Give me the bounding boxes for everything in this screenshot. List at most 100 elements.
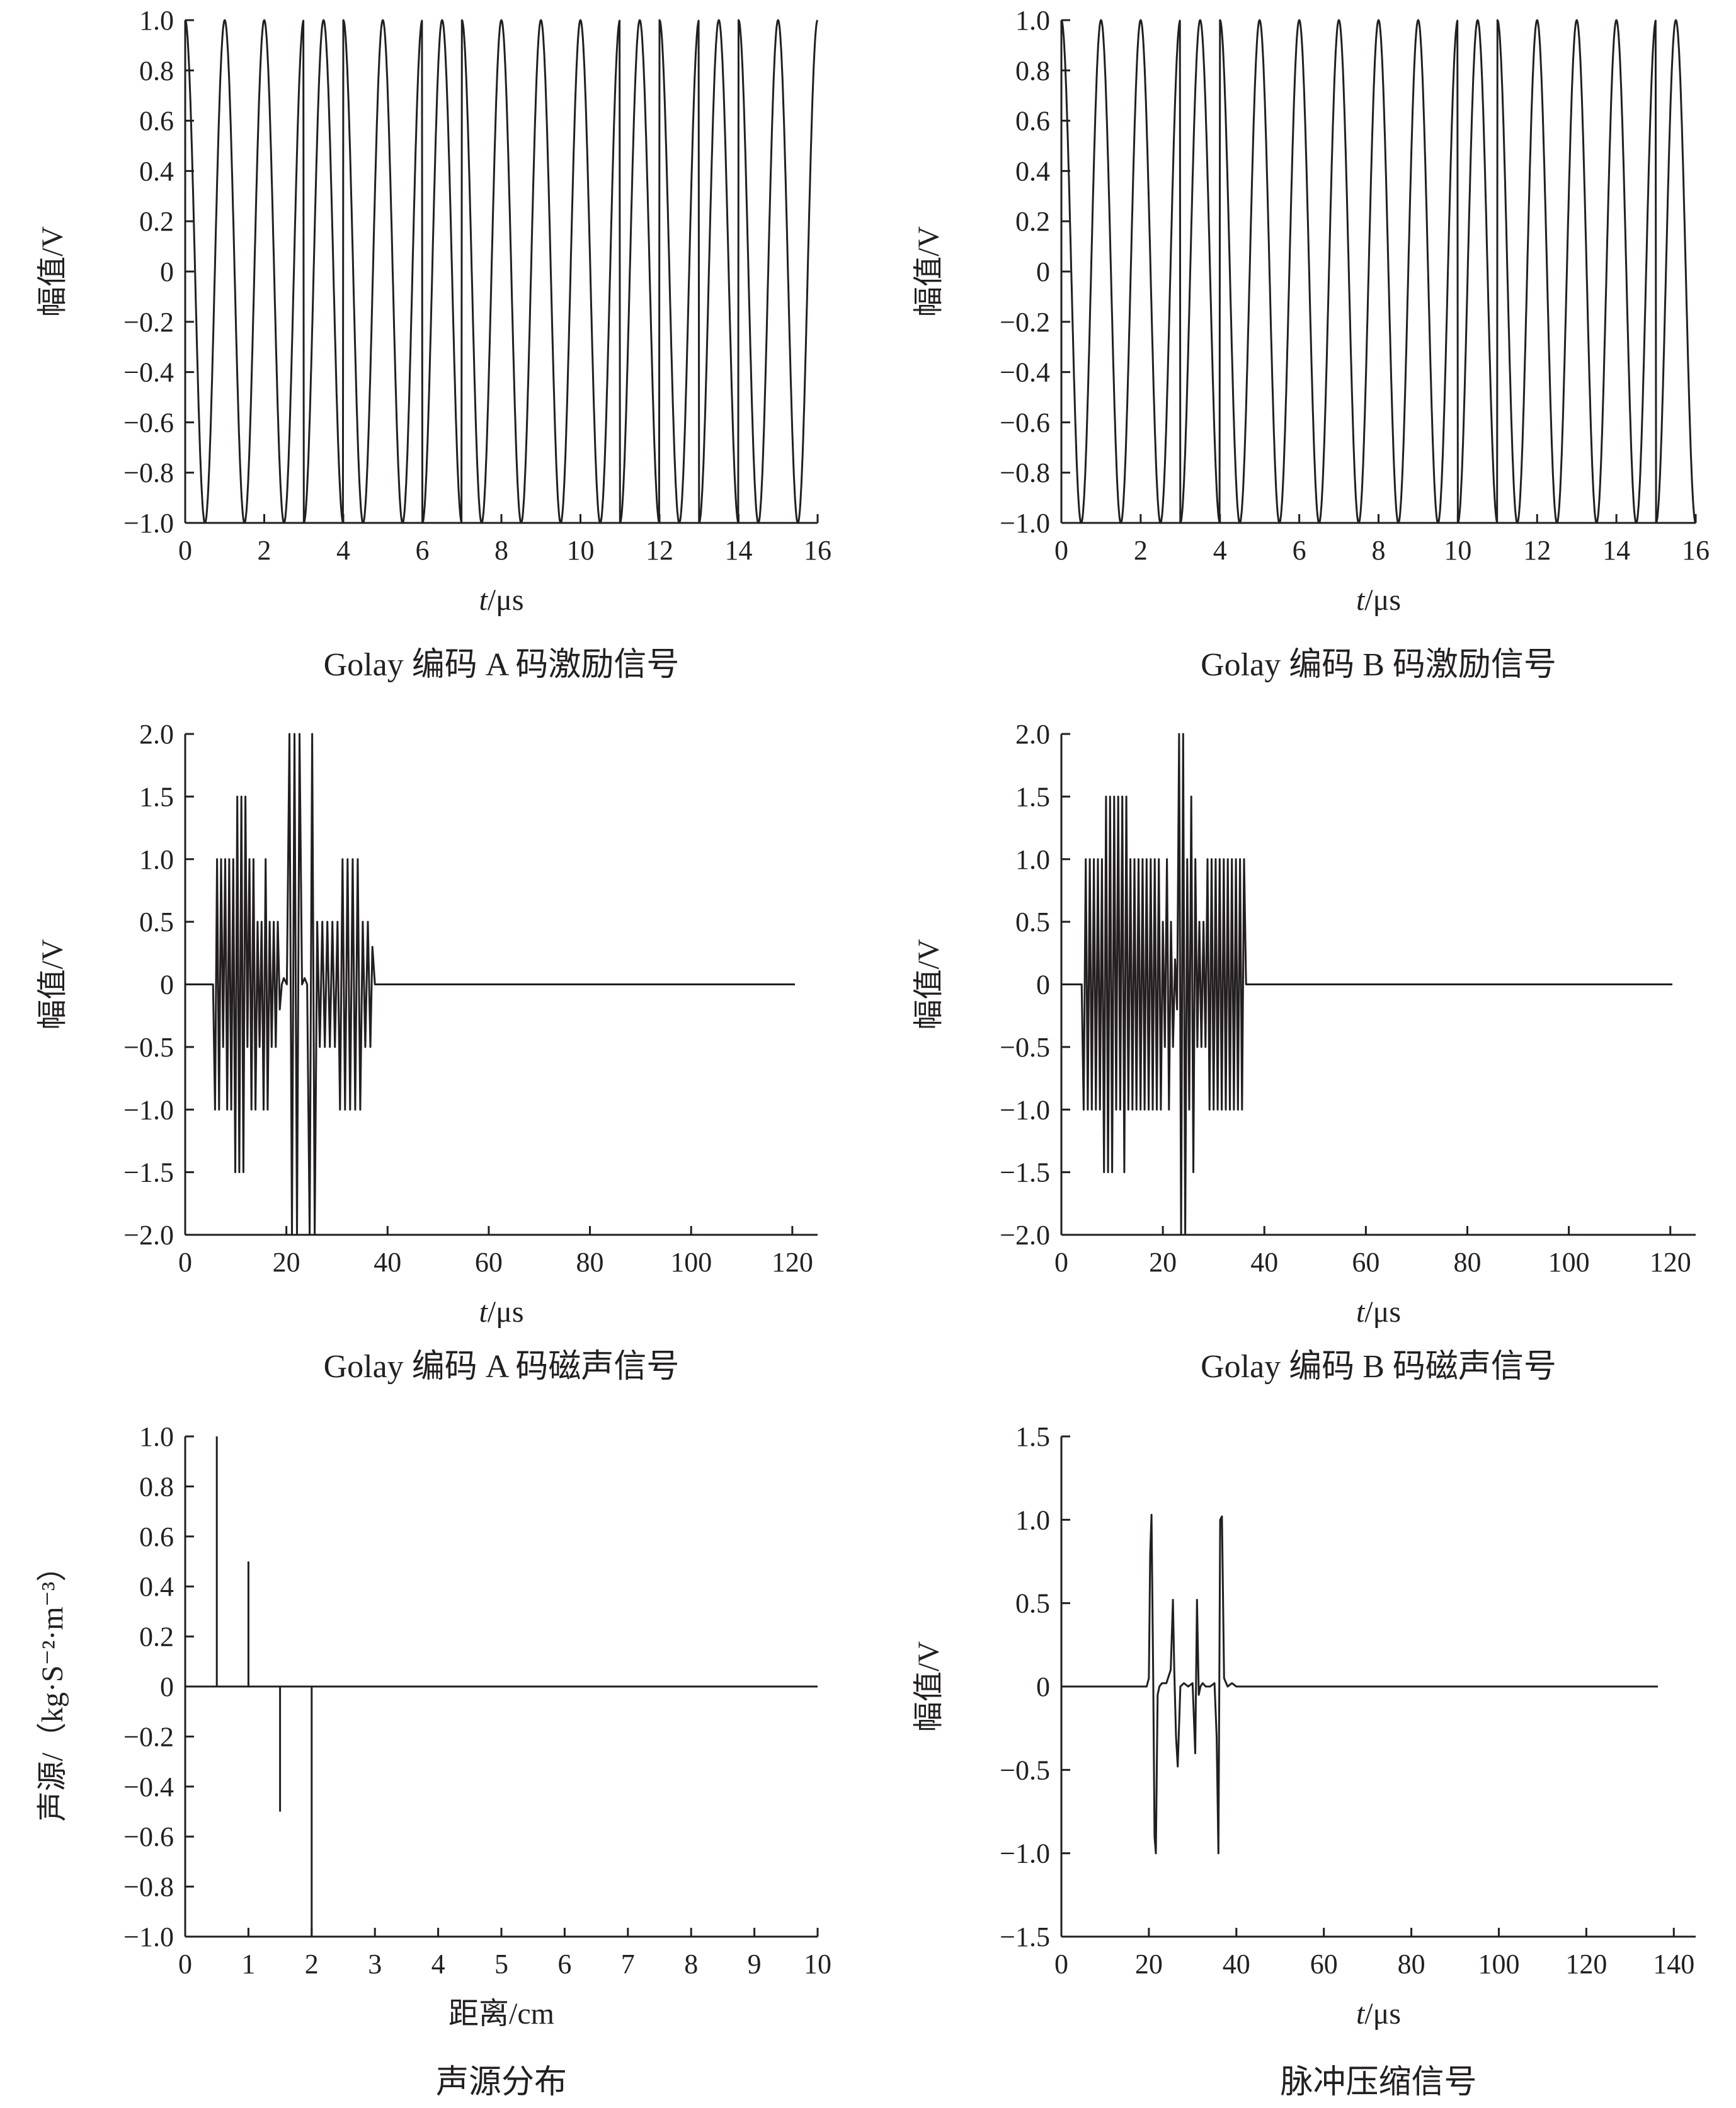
chart-golay-b-mag-acoustic: 2.01.51.00.50−0.5−1.0−1.5−2.00 20 40 60 80 10… [912,719,1696,1385]
x-axis-label-unit: /μs [1364,1997,1401,2031]
series-line [1061,1513,1658,1855]
y-tick-label: −0.8 [123,1872,174,1903]
x-tick-label: 60 [1352,1247,1379,1278]
x-tick-label: 10 [1444,535,1471,566]
y-tick-label: 0 [1036,970,1050,1000]
y-tick-label: 1.0 [1015,5,1050,36]
x-axis-label: t/μs [479,583,523,617]
y-tick-label: 0 [160,256,174,287]
x-axis-label-variable: t [479,1295,488,1329]
chart-caption: Golay 编码 B 码激励信号 [1201,647,1556,683]
y-axis-label: 声源/（kg·S⁻²·m⁻³） [36,1552,69,1822]
y-tick-label: −1.0 [1000,1838,1050,1869]
x-tick-label: 100 [670,1247,712,1278]
x-axis-label-variable: t [1356,1997,1366,2031]
y-tick-label: 1.5 [1015,1421,1050,1452]
x-tick-label: 4 [336,535,350,566]
x-tick-label: 9 [748,1949,762,1979]
y-tick-label: −2.0 [123,1220,174,1251]
x-tick-label: 80 [1398,1949,1425,1979]
x-axis-label-unit: /μs [488,583,524,617]
x-tick-label: 120 [772,1247,813,1278]
x-tick-label: 4 [431,1949,445,1979]
x-tick-label: 0 [178,1949,192,1979]
x-tick-label: 20 [1149,1247,1177,1278]
y-tick-label: 0.6 [1015,106,1050,137]
x-tick-label: 0 [178,1247,192,1278]
y-tick-label: 0.8 [1015,55,1050,86]
y-tick-label: −0.2 [123,307,174,338]
x-tick-label: 60 [1310,1949,1338,1979]
x-axis-label-unit: /μs [488,1295,524,1329]
x-axis-label-unit: /μs [1364,1295,1401,1329]
y-tick-label: −0.8 [1000,457,1050,488]
y-tick-label: −1.0 [123,1922,174,1952]
y-tick-label: 0.4 [139,156,174,186]
series-line [185,733,795,1236]
y-tick-label: 0 [160,1671,174,1702]
y-tick-label: 0.6 [139,106,174,137]
x-tick-label: 80 [576,1247,604,1278]
y-axis-label: 幅值/V [36,226,69,317]
x-tick-label: 0 [1054,535,1068,566]
y-tick-label: 1.0 [139,1421,174,1452]
y-tick-label: 0.4 [139,1571,174,1602]
chart-caption: Golay 编码 A 码磁声信号 [324,1349,680,1385]
x-tick-label: 8 [1372,535,1386,566]
y-tick-label: −0.5 [1000,1755,1050,1785]
chart-caption: Golay 编码 A 码激励信号 [324,647,680,683]
y-tick-label: 0 [1036,1671,1050,1702]
y-tick-label: −1.0 [123,508,174,539]
x-axis-label: t/μs [1356,1997,1401,2031]
chart-sound-source-distribution: 1.00.80.60.40.20−0.2−0.4−0.6−0.8−1.00 1 2 3… [36,1421,831,2100]
y-tick-label: 0.8 [139,55,174,86]
y-tick-label: 1.5 [139,781,174,812]
y-axis-label: 幅值/V [912,939,945,1029]
y-tick-label: −1.0 [123,1094,174,1125]
chart-caption: 脉冲压缩信号 [1280,2065,1476,2100]
y-axis-label: 幅值/V [912,226,945,317]
series-line [1060,19,1697,524]
y-tick-label: −0.6 [123,1821,174,1852]
x-tick-label: 3 [368,1949,382,1979]
x-tick-label: 1 [241,1949,255,1979]
y-tick-label: 0.8 [139,1471,174,1502]
x-axis-label-unit: /μs [1364,583,1401,617]
x-tick-label: 16 [804,535,831,566]
y-tick-label: −0.5 [1000,1032,1050,1063]
x-tick-label: 5 [494,1949,508,1979]
x-axis-label: t/μs [1356,583,1401,617]
x-tick-label: 6 [557,1949,571,1979]
x-tick-label: 80 [1453,1247,1481,1278]
y-tick-label: −0.6 [123,407,174,438]
chart-caption: Golay 编码 B 码磁声信号 [1201,1349,1556,1385]
x-tick-label: 6 [416,535,430,566]
x-tick-label: 120 [1650,1247,1691,1278]
x-tick-label: 10 [567,535,595,566]
x-tick-label: 8 [494,535,508,566]
x-tick-label: 14 [1602,535,1630,566]
x-tick-label: 60 [475,1247,503,1278]
x-tick-label: 2 [305,1949,319,1979]
y-tick-label: 0.4 [1015,156,1050,186]
y-tick-label: 1.0 [139,5,174,36]
y-axis-label: 幅值/V [36,939,69,1029]
y-tick-label: 1.0 [139,844,174,875]
y-tick-label: 2.0 [1015,719,1050,750]
x-tick-label: 40 [1223,1949,1250,1979]
x-tick-label: 0 [178,535,192,566]
x-tick-label: 100 [1478,1949,1519,1979]
x-tick-label: 2 [1134,535,1148,566]
y-axis-label: 幅值/V [912,1641,945,1732]
x-tick-label: 7 [621,1949,635,1979]
y-tick-label: −0.8 [123,457,174,488]
y-tick-label: 0 [1036,256,1050,287]
chart-pulse-compression: 1.51.00.50−0.5−1.0−1.50 20 40 60 80 100 120 140… [912,1421,1696,2100]
y-tick-label: −0.2 [123,1721,174,1752]
y-tick-label: 0.5 [1015,907,1050,937]
y-tick-label: −1.5 [1000,1157,1050,1188]
x-tick-label: 6 [1293,535,1306,566]
x-tick-label: 10 [804,1949,831,1979]
y-tick-label: 1.0 [1015,1504,1050,1535]
x-tick-label: 0 [1054,1949,1068,1979]
